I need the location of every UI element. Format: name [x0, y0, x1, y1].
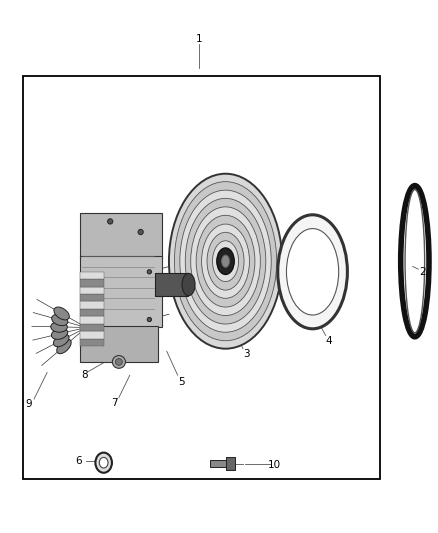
- Text: 8: 8: [81, 370, 88, 380]
- Bar: [155, 273, 187, 296]
- Text: 2: 2: [419, 267, 426, 277]
- Ellipse shape: [201, 224, 250, 298]
- Ellipse shape: [147, 270, 152, 274]
- Ellipse shape: [196, 215, 255, 307]
- Ellipse shape: [217, 248, 234, 274]
- Bar: [80, 331, 104, 338]
- Ellipse shape: [54, 307, 69, 320]
- Bar: [80, 324, 104, 331]
- Ellipse shape: [51, 328, 68, 340]
- Ellipse shape: [182, 273, 195, 296]
- Ellipse shape: [147, 317, 152, 321]
- Ellipse shape: [57, 340, 71, 354]
- Text: 10: 10: [268, 461, 281, 470]
- Ellipse shape: [286, 229, 339, 315]
- Ellipse shape: [278, 215, 347, 329]
- Text: 6: 6: [75, 456, 82, 466]
- Ellipse shape: [99, 457, 108, 468]
- Bar: [80, 338, 104, 346]
- Text: 5: 5: [178, 376, 184, 386]
- Ellipse shape: [113, 356, 125, 368]
- Bar: [80, 256, 162, 327]
- Bar: [80, 279, 104, 287]
- Ellipse shape: [212, 241, 239, 281]
- Bar: [80, 294, 104, 302]
- Ellipse shape: [191, 207, 260, 316]
- Bar: [80, 287, 104, 294]
- Text: 7: 7: [111, 398, 118, 408]
- Bar: [226, 457, 235, 470]
- Ellipse shape: [53, 334, 69, 346]
- Ellipse shape: [180, 190, 271, 332]
- Bar: [80, 272, 104, 279]
- Bar: [210, 460, 227, 467]
- Ellipse shape: [51, 321, 67, 332]
- Ellipse shape: [52, 314, 68, 326]
- Ellipse shape: [116, 359, 122, 366]
- Text: 1: 1: [196, 34, 203, 44]
- Text: 4: 4: [325, 336, 332, 346]
- Bar: [80, 326, 158, 362]
- Ellipse shape: [174, 182, 277, 341]
- Ellipse shape: [108, 219, 113, 224]
- Bar: [80, 317, 104, 324]
- Bar: [80, 214, 162, 259]
- Bar: [23, 76, 380, 479]
- Ellipse shape: [169, 174, 282, 349]
- Text: 9: 9: [25, 399, 32, 409]
- Bar: [80, 309, 104, 317]
- Ellipse shape: [138, 229, 143, 235]
- Ellipse shape: [207, 232, 244, 290]
- Bar: [80, 302, 104, 309]
- Ellipse shape: [185, 198, 266, 324]
- Text: 3: 3: [243, 349, 250, 359]
- Ellipse shape: [222, 255, 230, 267]
- Ellipse shape: [95, 453, 112, 473]
